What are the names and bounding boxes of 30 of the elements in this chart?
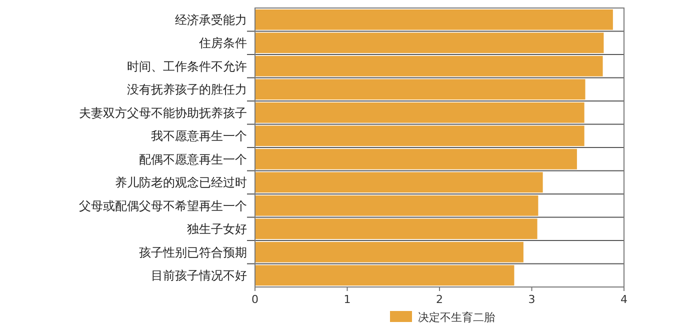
y-tick-label: 配偶不愿意再生一个 [139,152,247,166]
y-tick-label: 夫妻双方父母不能协助抚养孩子 [79,106,247,120]
y-tick-label: 经济承受能力 [175,12,247,27]
y-tick-label: 父母或配偶父母不希望再生一个 [79,198,247,213]
bar [255,32,604,54]
x-tick-label: 2 [436,293,443,306]
y-tick-label: 没有抚养孩子的胜任力 [127,82,247,97]
bar [255,172,543,193]
y-tick-label: 独生子女好 [187,222,247,236]
bar [255,56,603,76]
y-tick-label: 时间、工作条件不允许 [127,59,247,74]
x-tick-label: 0 [252,293,258,306]
y-tick-label: 我不愿意再生一个 [151,129,247,144]
bar [255,9,613,30]
y-tick-label: 养儿防老的观念已经过时 [115,176,247,190]
x-tick-label: 3 [528,293,536,306]
x-tick-label: 4 [620,293,628,306]
bar [255,218,538,240]
bar [255,195,538,216]
bar [255,242,524,262]
x-tick-label: 1 [344,293,351,306]
bar [255,148,577,170]
y-tick-label: 住房条件 [198,36,247,50]
bar [255,126,584,146]
y-tick-label: 孩子性别已符合预期 [139,245,247,260]
bar [255,102,584,123]
bar [255,265,514,286]
bar [255,79,586,100]
y-tick-label: 目前孩子情况不好 [151,268,247,283]
legend-label: 决定不生育二胎 [418,310,495,324]
